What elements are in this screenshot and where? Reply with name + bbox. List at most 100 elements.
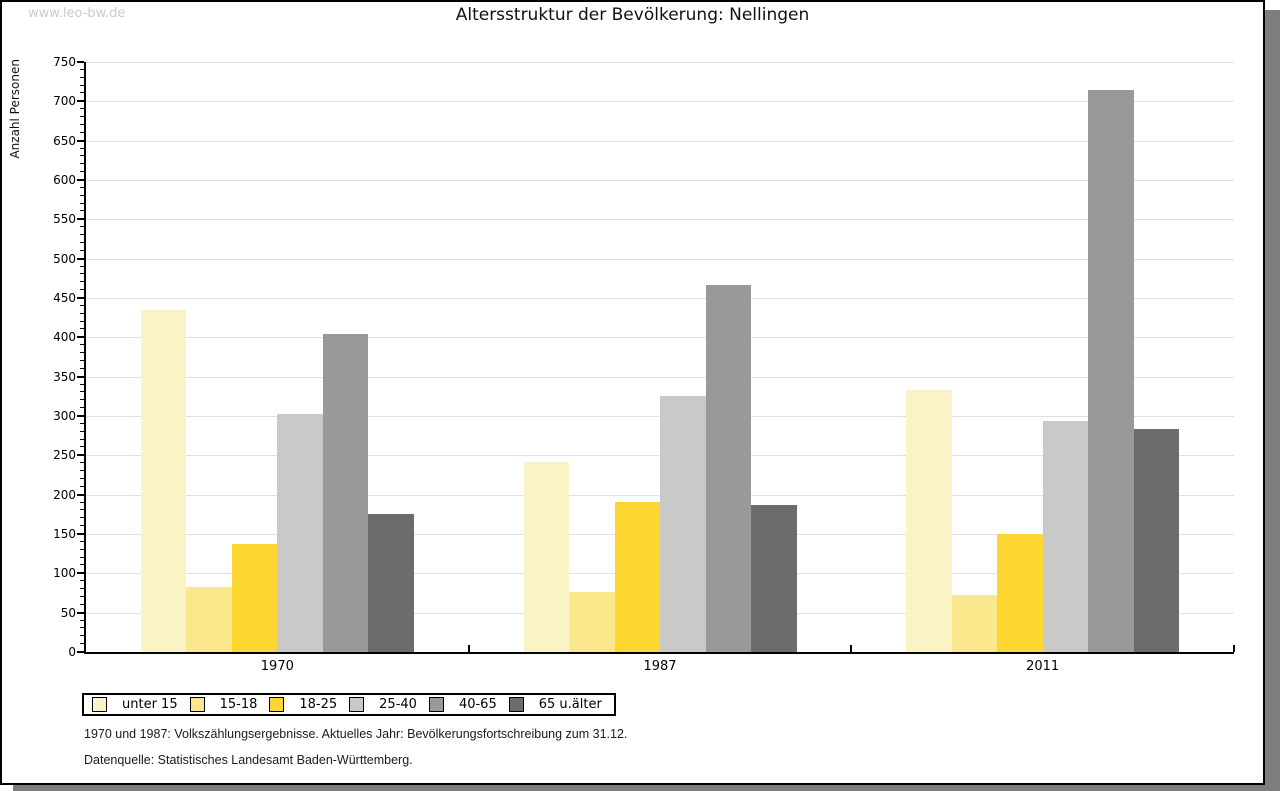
legend-swatch-icon <box>92 697 107 712</box>
y-axis-minor-tick <box>80 202 84 204</box>
y-axis-minor-tick <box>80 344 84 346</box>
y-axis-minor-tick <box>80 116 84 118</box>
y-axis-minor-tick <box>80 580 84 582</box>
bar-2011-unter 15 <box>906 390 952 652</box>
y-axis-tick-label: 600 <box>53 173 76 187</box>
y-axis-minor-tick <box>80 171 84 173</box>
legend-item: 40-65 <box>428 697 497 712</box>
gridline <box>86 337 1234 339</box>
y-axis-tick <box>77 100 84 103</box>
legend-swatch-icon <box>269 697 285 712</box>
y-axis-tick-label: 150 <box>53 527 76 541</box>
y-axis-minor-tick <box>80 422 84 424</box>
legend-swatch-icon <box>508 697 524 712</box>
y-axis-minor-tick <box>80 352 84 354</box>
bar-2011-15-18 <box>951 595 998 652</box>
y-axis-minor-tick <box>80 249 84 251</box>
y-axis-minor-tick <box>80 281 84 283</box>
bar-1970-65 u.älter <box>368 514 414 652</box>
y-axis-tick <box>77 611 84 614</box>
bar-1987-15-18 <box>569 592 615 652</box>
legend-swatch-icon <box>349 697 365 712</box>
footnote-census: 1970 und 1987: Volkszählungsergebnisse. … <box>84 727 628 741</box>
y-axis-minor-tick <box>80 540 84 542</box>
bar-1970-40-65 <box>322 334 369 652</box>
y-axis-minor-tick <box>80 328 84 330</box>
x-category-label: 1970 <box>260 659 294 674</box>
legend-label: unter 15 <box>122 697 178 712</box>
y-axis-tick-label: 50 <box>60 605 76 620</box>
y-axis-tick-label: 0 <box>68 645 76 659</box>
y-axis-minor-tick <box>80 635 84 637</box>
legend-item: 15-18 <box>189 697 258 712</box>
legend-item: unter 15 <box>92 697 178 712</box>
legend-item: 65 u.älter <box>508 697 602 712</box>
y-axis-tick <box>77 257 84 260</box>
y-axis-minor-tick <box>80 359 84 361</box>
y-axis-minor-tick <box>80 462 84 464</box>
y-axis-minor-tick <box>80 234 84 236</box>
legend-label: 15-18 <box>219 697 258 712</box>
footnote-source: Datenquelle: Statistisches Landesamt Bad… <box>84 753 413 767</box>
y-axis-minor-tick <box>80 131 84 133</box>
y-axis-minor-tick <box>80 603 84 605</box>
y-axis-minor-tick <box>80 509 84 511</box>
y-axis-minor-tick <box>80 517 84 519</box>
y-axis-minor-tick <box>80 619 84 621</box>
y-axis-minor-tick <box>80 92 84 94</box>
y-axis-minor-tick <box>80 383 84 385</box>
y-axis-minor-tick <box>80 446 84 448</box>
y-axis-minor-tick <box>80 210 84 212</box>
y-axis-minor-tick <box>80 226 84 228</box>
y-axis-minor-tick <box>80 407 84 409</box>
y-axis-tick-label: 700 <box>53 94 76 109</box>
y-axis-minor-tick <box>80 186 84 188</box>
y-axis-minor-tick <box>80 241 84 243</box>
y-axis-minor-tick <box>80 627 84 629</box>
bar-2011-18-25 <box>997 534 1043 652</box>
y-axis-tick-label: 400 <box>53 330 76 345</box>
y-axis-tick <box>77 572 84 575</box>
y-axis-tick-label: 200 <box>53 487 76 502</box>
bar-2011-65 u.älter <box>1133 429 1180 652</box>
y-axis-minor-tick <box>80 391 84 393</box>
y-axis-tick <box>77 297 84 299</box>
gridline <box>86 62 1234 63</box>
bar-1987-65 u.älter <box>751 504 797 652</box>
x-category-label: 1987 <box>643 659 677 674</box>
y-axis-tick-label: 100 <box>53 566 76 581</box>
y-axis-minor-tick <box>80 265 84 267</box>
y-axis-minor-tick <box>80 312 84 314</box>
y-axis-minor-tick <box>80 485 84 487</box>
y-axis-tick <box>77 415 84 417</box>
y-axis-minor-tick <box>80 525 84 527</box>
y-axis-minor-tick <box>80 163 84 165</box>
y-axis-minor-tick <box>80 304 84 306</box>
y-axis-minor-tick <box>80 320 84 322</box>
y-axis-tick <box>77 179 84 181</box>
gridline <box>86 376 1234 378</box>
legend-label: 65 u.älter <box>538 697 602 712</box>
y-axis-tick <box>77 375 84 378</box>
bar-2011-25-40 <box>1042 420 1089 652</box>
y-axis-minor-tick <box>80 430 84 432</box>
y-axis-minor-tick <box>80 84 84 86</box>
y-axis-minor-tick <box>80 68 84 70</box>
bar-1987-40-65 <box>705 285 751 652</box>
y-axis-minor-tick <box>80 123 84 125</box>
y-axis-minor-tick <box>80 108 84 110</box>
y-axis-tick <box>77 218 84 221</box>
y-axis-minor-tick <box>80 438 84 440</box>
bar-1987-unter 15 <box>523 461 569 652</box>
x-axis-tick <box>1233 645 1235 652</box>
gridline <box>86 298 1234 299</box>
y-axis-tick <box>77 139 84 142</box>
bar-1970-25-40 <box>277 414 323 652</box>
gridline <box>86 180 1234 181</box>
y-axis-minor-tick <box>80 367 84 369</box>
y-axis-label: Anzahl Personen <box>8 59 22 159</box>
y-axis-minor-tick <box>80 147 84 149</box>
y-axis-tick-label: 650 <box>53 133 76 148</box>
y-axis-tick <box>77 651 84 653</box>
